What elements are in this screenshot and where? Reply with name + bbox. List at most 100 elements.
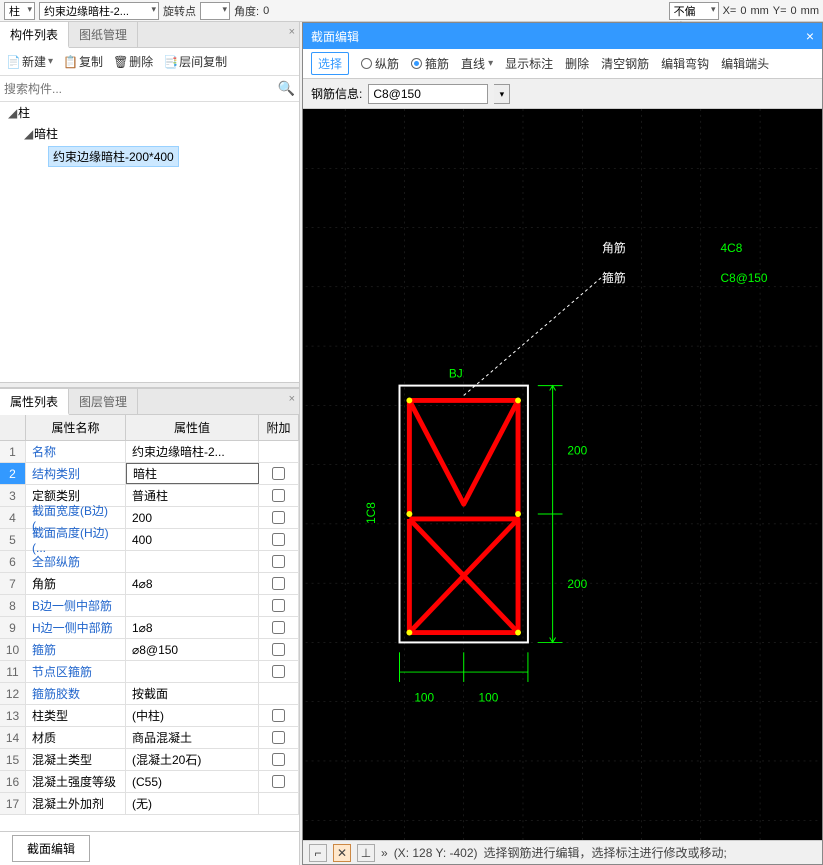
tab-property-list[interactable]: 属性列表: [0, 389, 69, 415]
prop-add[interactable]: [259, 683, 299, 704]
end-tool[interactable]: 编辑端头: [721, 55, 769, 72]
prop-value[interactable]: 1⌀8: [126, 617, 259, 638]
property-row[interactable]: 11节点区箍筋: [0, 661, 299, 683]
prop-add[interactable]: [259, 485, 299, 506]
prop-add[interactable]: [259, 661, 299, 682]
rebar-info-dropdown[interactable]: ▾: [494, 84, 510, 104]
add-checkbox[interactable]: [272, 665, 285, 678]
add-checkbox[interactable]: [272, 599, 285, 612]
hook-tool[interactable]: 编辑弯钩: [661, 55, 709, 72]
dialog-close-icon[interactable]: ×: [806, 28, 814, 44]
delete-tool[interactable]: 删除: [565, 55, 589, 72]
prop-add[interactable]: [259, 639, 299, 660]
search-input[interactable]: [4, 82, 278, 96]
property-row[interactable]: 7角筋4⌀8: [0, 573, 299, 595]
prop-value[interactable]: [126, 661, 259, 682]
property-row[interactable]: 1名称约束边缘暗柱-2...: [0, 441, 299, 463]
prop-value[interactable]: (混凝土20石): [126, 749, 259, 770]
dialog-titlebar[interactable]: 截面编辑 ×: [303, 23, 822, 49]
prop-value[interactable]: 400: [126, 529, 259, 550]
prop-value[interactable]: (C55): [126, 771, 259, 792]
select-tool[interactable]: 选择: [311, 52, 349, 75]
prop-add[interactable]: [259, 793, 299, 814]
prop-value[interactable]: (无): [126, 793, 259, 814]
prop-add[interactable]: [259, 771, 299, 792]
clear-tool[interactable]: 清空钢筋: [601, 55, 649, 72]
add-checkbox[interactable]: [272, 555, 285, 568]
delete-button[interactable]: 🗑删除: [113, 53, 153, 70]
tree-leaf[interactable]: 约束边缘暗柱-200*400: [0, 144, 299, 169]
section-canvas[interactable]: 角筋 箍筋 4C8 C8@150 BJ 1C8 200 200 100: [303, 109, 822, 840]
add-checkbox[interactable]: [272, 709, 285, 722]
prop-value[interactable]: 暗柱: [126, 463, 259, 484]
property-row[interactable]: 16混凝土强度等级(C55): [0, 771, 299, 793]
prop-value[interactable]: ⌀8@150: [126, 639, 259, 660]
prop-value[interactable]: [126, 595, 259, 616]
close-icon[interactable]: ×: [289, 26, 295, 38]
add-checkbox[interactable]: [272, 753, 285, 766]
copy-button[interactable]: 📋复制: [63, 53, 103, 70]
tab-layer-mgmt[interactable]: 图层管理: [69, 389, 138, 414]
prop-add[interactable]: [259, 507, 299, 528]
add-checkbox[interactable]: [272, 489, 285, 502]
prop-add[interactable]: [259, 595, 299, 616]
prop-value[interactable]: 商品混凝土: [126, 727, 259, 748]
new-button[interactable]: 📄新建 ▾: [6, 53, 53, 70]
snap-perp-icon[interactable]: ⊥: [357, 844, 375, 862]
add-checkbox[interactable]: [272, 731, 285, 744]
property-row[interactable]: 17混凝土外加剂(无): [0, 793, 299, 815]
prop-add[interactable]: [259, 529, 299, 550]
prop-value[interactable]: 按截面: [126, 683, 259, 704]
property-row[interactable]: 14材质商品混凝土: [0, 727, 299, 749]
prop-add[interactable]: [259, 551, 299, 572]
element-type-dropdown[interactable]: 柱: [4, 2, 35, 20]
prop-value[interactable]: 4⌀8: [126, 573, 259, 594]
snap-endpoint-icon[interactable]: ⌐: [309, 844, 327, 862]
section-edit-button[interactable]: 截面编辑: [12, 835, 90, 862]
tab-component-list[interactable]: 构件列表: [0, 22, 69, 48]
search-icon[interactable]: 🔍: [278, 80, 295, 97]
prop-value[interactable]: 200: [126, 507, 259, 528]
line-tool[interactable]: 直线 ▾: [461, 55, 493, 72]
show-dim-tool[interactable]: 显示标注: [505, 55, 553, 72]
prop-add[interactable]: [259, 617, 299, 638]
tree-root[interactable]: ◢柱: [0, 102, 299, 123]
rotation-dropdown[interactable]: [200, 2, 230, 20]
property-row[interactable]: 13柱类型(中柱): [0, 705, 299, 727]
element-instance-dropdown[interactable]: 约束边缘暗柱-2...: [39, 2, 159, 20]
prop-add[interactable]: [259, 463, 299, 484]
offset-dropdown[interactable]: 不偏移: [669, 2, 719, 20]
property-row[interactable]: 15混凝土类型(混凝土20石): [0, 749, 299, 771]
prop-add[interactable]: [259, 705, 299, 726]
rebar-info-input[interactable]: [368, 84, 488, 104]
property-row[interactable]: 12箍筋胶数按截面: [0, 683, 299, 705]
add-checkbox[interactable]: [272, 643, 285, 656]
prop-add[interactable]: [259, 727, 299, 748]
property-row[interactable]: 2结构类别暗柱: [0, 463, 299, 485]
property-row[interactable]: 8B边一侧中部筋: [0, 595, 299, 617]
stirrup-tool[interactable]: 箍筋: [411, 55, 449, 72]
prop-value[interactable]: (中柱): [126, 705, 259, 726]
add-checkbox[interactable]: [272, 621, 285, 634]
prop-value[interactable]: 约束边缘暗柱-2...: [126, 441, 259, 462]
prop-value[interactable]: [126, 551, 259, 572]
tree-sub[interactable]: ◢暗柱: [0, 123, 299, 144]
prop-add[interactable]: [259, 749, 299, 770]
add-checkbox[interactable]: [272, 511, 285, 524]
tab-drawing-mgmt[interactable]: 图纸管理: [69, 22, 138, 47]
add-checkbox[interactable]: [272, 775, 285, 788]
long-rebar-tool[interactable]: 纵筋: [361, 55, 399, 72]
snap-intersect-icon[interactable]: ✕: [333, 844, 351, 862]
close-icon[interactable]: ×: [289, 393, 295, 405]
add-checkbox[interactable]: [272, 467, 285, 480]
prop-add[interactable]: [259, 441, 299, 462]
add-checkbox[interactable]: [272, 577, 285, 590]
property-row[interactable]: 6全部纵筋: [0, 551, 299, 573]
property-row[interactable]: 9H边一侧中部筋1⌀8: [0, 617, 299, 639]
property-row[interactable]: 5截面高度(H边)(...400: [0, 529, 299, 551]
prop-value[interactable]: 普通柱: [126, 485, 259, 506]
layer-copy-button[interactable]: 📑层间复制: [163, 53, 227, 70]
add-checkbox[interactable]: [272, 533, 285, 546]
property-row[interactable]: 10箍筋⌀8@150: [0, 639, 299, 661]
prop-add[interactable]: [259, 573, 299, 594]
